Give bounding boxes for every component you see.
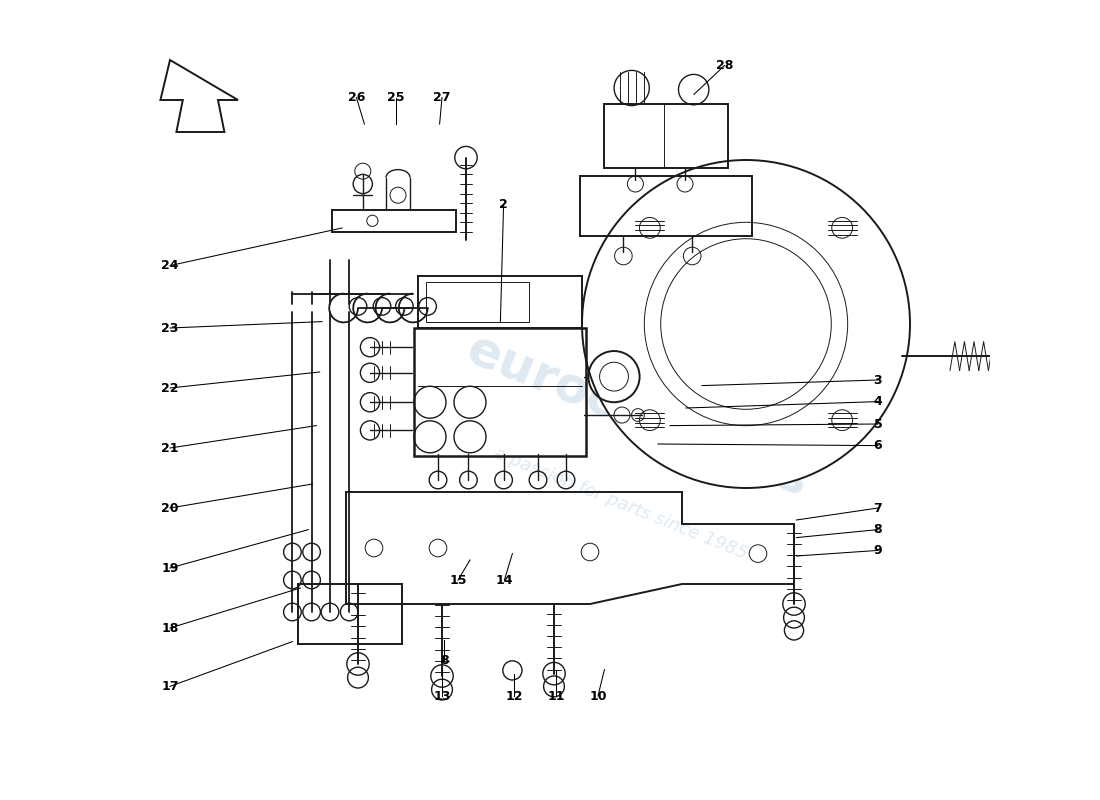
Text: 10: 10 [590, 690, 607, 702]
Text: 3: 3 [873, 374, 882, 386]
Text: 2: 2 [499, 198, 508, 210]
Text: 21: 21 [162, 442, 178, 454]
Text: 9: 9 [873, 544, 882, 557]
Text: 26: 26 [348, 91, 365, 104]
Text: 6: 6 [873, 439, 882, 452]
Bar [581, 176, 752, 236]
Text: 23: 23 [162, 322, 178, 334]
Text: 5: 5 [873, 418, 882, 430]
Bar [426, 282, 529, 322]
Text: eurocarparts: eurocarparts [460, 326, 816, 506]
Bar [604, 104, 728, 168]
Circle shape [582, 160, 910, 488]
Text: 17: 17 [162, 680, 178, 693]
Text: 7: 7 [873, 502, 882, 514]
Text: a passion for parts since 1985: a passion for parts since 1985 [491, 445, 750, 563]
Text: 12: 12 [505, 690, 522, 702]
Text: 15: 15 [449, 574, 466, 586]
Text: 28: 28 [716, 59, 733, 72]
Text: 22: 22 [162, 382, 178, 394]
Circle shape [661, 238, 832, 410]
Text: 4: 4 [873, 395, 882, 408]
Text: 8: 8 [873, 523, 882, 536]
Text: 20: 20 [162, 502, 178, 514]
Text: 24: 24 [162, 259, 178, 272]
Text: 27: 27 [433, 91, 451, 104]
Bar [414, 328, 586, 456]
Bar [418, 276, 582, 328]
Text: 11: 11 [548, 690, 565, 702]
Text: 8: 8 [440, 654, 449, 666]
Text: 19: 19 [162, 562, 178, 574]
Text: 13: 13 [433, 690, 451, 702]
Bar [332, 210, 456, 232]
Text: 14: 14 [496, 574, 513, 586]
Text: 25: 25 [387, 91, 405, 104]
Text: 18: 18 [162, 622, 178, 634]
Circle shape [645, 222, 848, 426]
